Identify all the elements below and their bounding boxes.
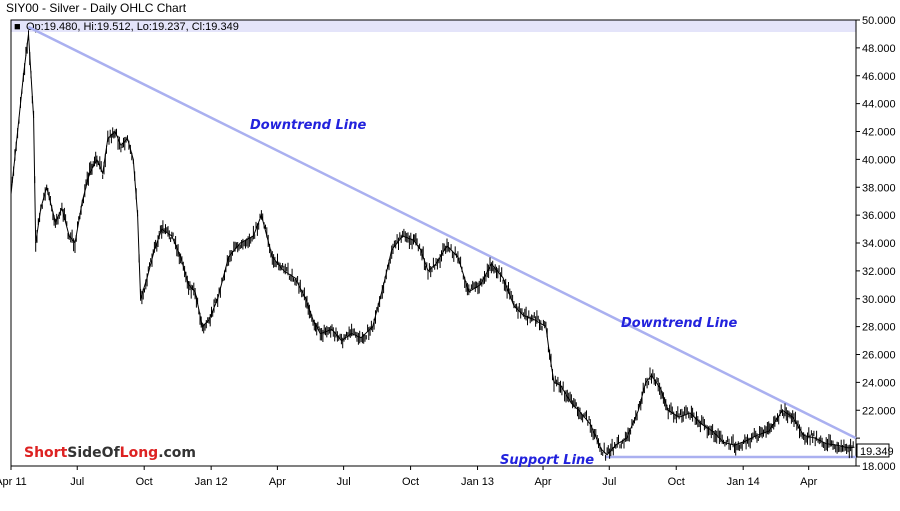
brand-part-3: Long xyxy=(120,445,159,461)
y-tick-label: 30.000 xyxy=(862,294,896,306)
y-tick-label: 36.000 xyxy=(862,210,896,222)
y-tick-label: 22.000 xyxy=(862,405,896,417)
chart-title: SIY00 - Silver - Daily OHLC Chart xyxy=(6,1,187,15)
downtrend-line-label: Downtrend Line xyxy=(621,316,738,331)
x-tick-label: Jul xyxy=(602,476,616,488)
x-tick-label: Apr xyxy=(534,476,551,488)
x-tick-label: Jan 12 xyxy=(195,476,228,488)
ohlc-bars xyxy=(10,30,854,461)
y-tick-label: 18.000 xyxy=(862,461,896,473)
last-price-tag: 19.349 xyxy=(856,443,894,458)
y-tick-label: 48.000 xyxy=(862,43,896,55)
brand-part-1: Short xyxy=(24,445,68,461)
y-tick-label: 28.000 xyxy=(862,322,896,334)
x-tick-label: Oct xyxy=(402,476,419,488)
legend-marker: ■ xyxy=(14,21,21,33)
x-tick-label: Apr xyxy=(269,476,286,488)
x-tick-label: Jan 13 xyxy=(461,476,494,488)
downtrend-line xyxy=(27,25,857,440)
y-tick-label: 38.000 xyxy=(862,182,896,194)
y-tick-label: 34.000 xyxy=(862,238,896,250)
brand-part-2: SideOf xyxy=(67,445,120,461)
x-tick-label: Jul xyxy=(337,476,351,488)
y-tick-label: 42.000 xyxy=(862,127,896,139)
x-tick-label: Oct xyxy=(668,476,685,488)
legend-band xyxy=(11,20,856,32)
last-price-label: 19.349 xyxy=(860,446,894,458)
x-tick-label: Jul xyxy=(70,476,84,488)
y-tick-label: 44.000 xyxy=(862,99,896,111)
price-line xyxy=(10,33,855,456)
x-tick-label: Apr 11 xyxy=(0,476,27,488)
brand-part-4: .com xyxy=(158,445,196,461)
brand-logo: ShortSideOfLong.com xyxy=(24,445,196,461)
y-tick-label: 24.000 xyxy=(862,377,896,389)
y-tick-label: 40.000 xyxy=(862,154,896,166)
y-tick-label: 32.000 xyxy=(862,266,896,278)
support-line-label: Support Line xyxy=(500,453,594,468)
plot-frame xyxy=(10,19,857,467)
x-tick-label: Oct xyxy=(136,476,153,488)
x-tick-label: Jan 14 xyxy=(727,476,760,488)
downtrend-line-label: Downtrend Line xyxy=(250,118,367,133)
y-tick-label: 50.000 xyxy=(862,15,896,27)
y-tick-label: 26.000 xyxy=(862,350,896,362)
y-tick-label: 46.000 xyxy=(862,71,896,83)
x-tick-label: Apr xyxy=(800,476,817,488)
legend-ohlc: Op:19.480, Hi:19.512, Lo:19.237, Cl:19.3… xyxy=(26,21,239,33)
